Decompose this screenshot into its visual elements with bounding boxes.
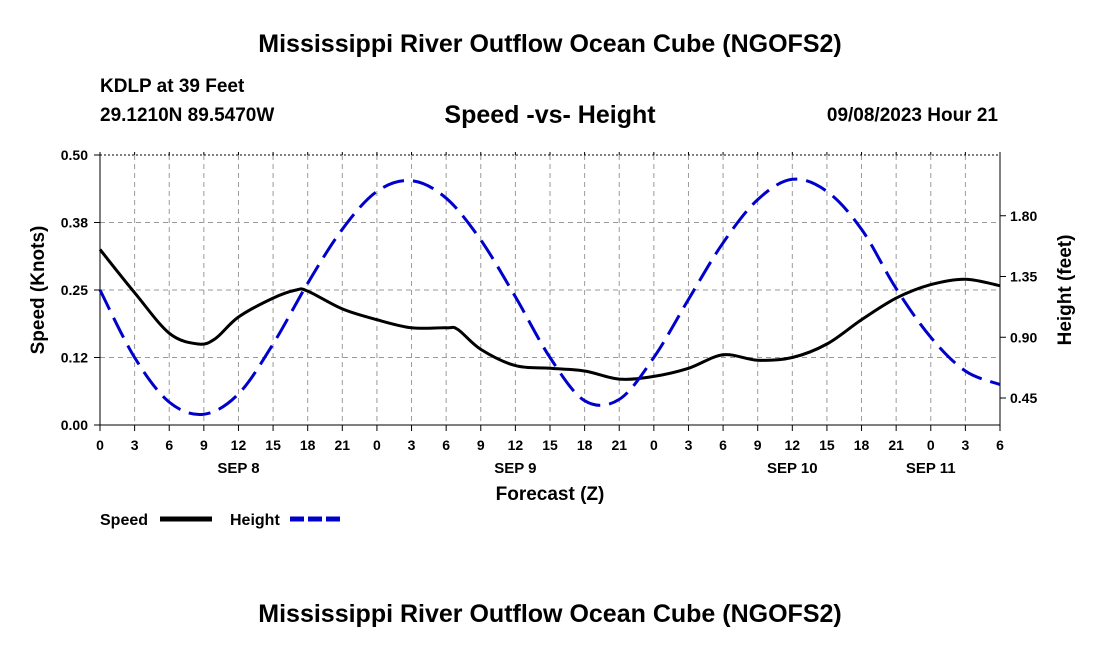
x-tick-label: 15 — [265, 437, 281, 453]
x-tick-label: 9 — [754, 437, 762, 453]
x-tick-label: 6 — [442, 437, 450, 453]
x-tick-label: 9 — [477, 437, 485, 453]
x-tick-label: 18 — [300, 437, 316, 453]
x-tick-label: 15 — [542, 437, 558, 453]
day-label: SEP 9 — [494, 460, 536, 477]
x-tick-label: 12 — [785, 437, 801, 453]
legend-label-speed: Speed — [100, 512, 148, 529]
x-tick-label: 18 — [854, 437, 870, 453]
axis-layer — [94, 152, 1006, 431]
x-tick-label: 3 — [408, 437, 416, 453]
x-tick-label: 9 — [200, 437, 208, 453]
series-line-height — [98, 177, 1001, 416]
footer-title: Mississippi River Outflow Ocean Cube (NG… — [258, 600, 842, 628]
forecast-timestamp: 09/08/2023 Hour 21 — [826, 105, 998, 126]
label-layer: 0 3 6 9 12 15 18 21 0 3 6 9 12 15 18 21 0 3 6 9 12 15 18 21 0 3 6 0… — [28, 147, 1076, 505]
x-tick-label: 0 — [373, 437, 381, 453]
chart-subtitle: Speed -vs- Height — [444, 101, 656, 129]
y-left-tick-label: 0.12 — [61, 350, 88, 366]
legend: Speed Height — [100, 512, 342, 529]
x-tick-label: 3 — [131, 437, 139, 453]
x-tick-label: 12 — [231, 437, 247, 453]
day-label: SEP 11 — [906, 460, 956, 477]
x-tick-label: 21 — [335, 437, 351, 453]
x-axis-title: Forecast (Z) — [496, 484, 605, 505]
x-tick-label: 0 — [650, 437, 658, 453]
day-label: SEP 10 — [767, 460, 818, 477]
x-tick-label: 21 — [888, 437, 904, 453]
x-tick-label: 18 — [577, 437, 593, 453]
series-layer — [98, 177, 1001, 416]
x-tick-label: 21 — [611, 437, 627, 453]
x-tick-label: 3 — [961, 437, 969, 453]
legend-label-height: Height — [230, 512, 280, 529]
station-label: KDLP at 39 Feet — [100, 76, 245, 97]
x-tick-label: 0 — [96, 437, 104, 453]
y-right-tick-label: 1.80 — [1010, 208, 1037, 224]
y-right-tick-label: 0.90 — [1010, 329, 1037, 345]
x-tick-label: 0 — [927, 437, 935, 453]
speed-height-chart: 0 3 6 9 12 15 18 21 0 3 6 9 12 15 18 21 0 3 6 9 12 15 18 21 0 3 6 0… — [28, 147, 1076, 529]
y-right-axis-title: Height (feet) — [1055, 235, 1076, 346]
y-left-tick-label: 0.38 — [61, 215, 88, 231]
x-tick-label: 15 — [819, 437, 835, 453]
y-right-tick-label: 1.35 — [1010, 269, 1037, 285]
x-tick-label: 6 — [719, 437, 727, 453]
grid-layer — [100, 155, 1000, 425]
day-label: SEP 8 — [217, 460, 259, 477]
x-tick-label: 12 — [508, 437, 524, 453]
y-left-tick-label: 0.25 — [61, 282, 88, 298]
station-coordinates: 29.1210N 89.5470W — [100, 105, 275, 126]
x-tick-label: 3 — [685, 437, 693, 453]
x-tick-label: 6 — [165, 437, 173, 453]
y-left-tick-label: 0.50 — [61, 147, 88, 163]
y-left-tick-label: 0.00 — [61, 417, 88, 433]
x-tick-label: 6 — [996, 437, 1004, 453]
y-left-axis-title: Speed (Knots) — [28, 226, 49, 355]
series-line-speed — [98, 248, 1001, 381]
y-right-tick-label: 0.45 — [1010, 390, 1037, 406]
page-title: Mississippi River Outflow Ocean Cube (NG… — [258, 30, 842, 58]
